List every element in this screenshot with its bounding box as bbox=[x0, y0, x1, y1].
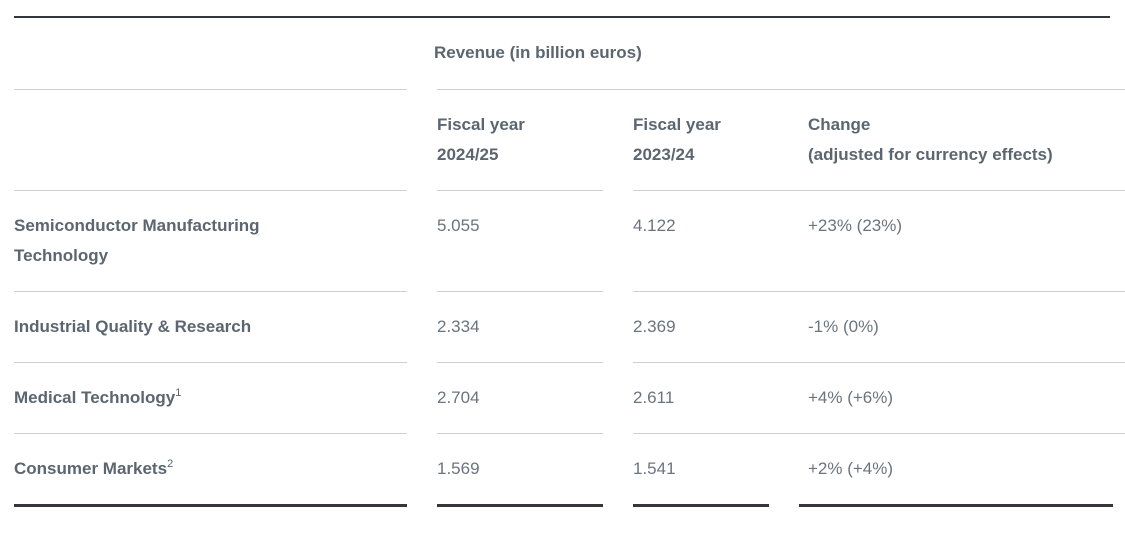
top-rule bbox=[14, 16, 1110, 18]
row-label: Medical Technology1 bbox=[14, 383, 181, 413]
divider bbox=[633, 362, 1125, 363]
divider bbox=[437, 89, 1125, 90]
divider bbox=[633, 190, 1125, 191]
divider bbox=[437, 433, 603, 434]
value-fy2324: 2.611 bbox=[633, 388, 675, 407]
bottom-rule bbox=[633, 504, 769, 507]
divider bbox=[633, 291, 1125, 292]
column-header-change: Change (adjusted for currency effects) bbox=[808, 110, 1053, 170]
column-header-fy2324: Fiscal year 2023/24 bbox=[633, 110, 721, 170]
column-header-line: Change bbox=[808, 115, 871, 134]
column-header-line: Fiscal year bbox=[633, 115, 721, 134]
footnote-marker: 2 bbox=[167, 458, 174, 470]
value-change: +23% (23%) bbox=[808, 216, 903, 235]
value-change: +4% (+6%) bbox=[808, 388, 894, 407]
value-change: +2% (+4%) bbox=[808, 459, 894, 478]
divider bbox=[14, 362, 407, 363]
value-fy2425: 2.704 bbox=[437, 388, 480, 407]
bottom-rule bbox=[799, 504, 1113, 507]
value-fy2425: 5.055 bbox=[437, 216, 480, 235]
divider bbox=[437, 190, 603, 191]
column-header-line: (adjusted for currency effects) bbox=[808, 145, 1053, 164]
column-header-line: 2024/25 bbox=[437, 145, 499, 164]
value-fy2324: 1.541 bbox=[633, 459, 676, 478]
value-fy2324: 4.122 bbox=[633, 216, 676, 235]
value-fy2324: 2.369 bbox=[633, 317, 676, 336]
value-fy2425: 2.334 bbox=[437, 317, 480, 336]
bottom-rule bbox=[14, 504, 407, 507]
group-header: Revenue (in billion euros) bbox=[434, 43, 642, 62]
row-label: Semiconductor Manufacturing Technology bbox=[14, 211, 260, 271]
divider bbox=[14, 433, 407, 434]
divider bbox=[437, 362, 603, 363]
footnote-marker: 1 bbox=[175, 387, 182, 399]
row-label: Consumer Markets2 bbox=[14, 454, 173, 484]
divider bbox=[437, 291, 603, 292]
column-header-fy2425: Fiscal year 2024/25 bbox=[437, 110, 525, 170]
divider bbox=[633, 433, 1125, 434]
value-change: -1% (0%) bbox=[808, 317, 879, 336]
row-label-text: Medical Technology bbox=[14, 388, 176, 407]
bottom-rule bbox=[437, 504, 603, 507]
divider bbox=[14, 291, 407, 292]
divider bbox=[14, 190, 407, 191]
column-header-line: Fiscal year bbox=[437, 115, 525, 134]
row-label-text: Consumer Markets bbox=[14, 459, 168, 478]
row-label-line: Technology bbox=[14, 246, 109, 265]
divider bbox=[14, 89, 407, 90]
column-header-line: 2023/24 bbox=[633, 145, 695, 164]
row-label: Industrial Quality & Research bbox=[14, 317, 252, 336]
value-fy2425: 1.569 bbox=[437, 459, 480, 478]
row-label-line: Semiconductor Manufacturing bbox=[14, 216, 260, 235]
